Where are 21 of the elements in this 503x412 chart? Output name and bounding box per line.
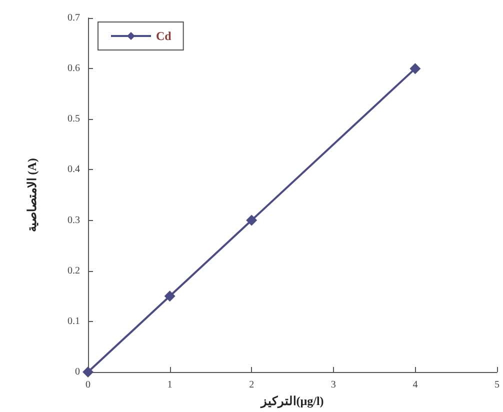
x-tick-label: 4 <box>412 380 418 390</box>
y-tick-label: 0.5 <box>68 114 80 125</box>
point <box>82 366 94 378</box>
y-tick-label: 0.7 <box>68 12 80 24</box>
x-tick-label: 3 <box>330 380 336 390</box>
y-tick-label: 0.2 <box>68 265 80 276</box>
x-tick-label: 5 <box>494 380 500 390</box>
y-tick-label: 0.4 <box>68 164 80 176</box>
point <box>410 63 421 74</box>
y-tick-label: 0.6 <box>68 63 80 74</box>
x-axis-title: التركيز(µg/l) <box>260 394 324 409</box>
y-tick-label: 0.3 <box>68 214 80 226</box>
x-tick-label: 2 <box>249 380 254 390</box>
y-tick-label: 0 <box>75 366 80 378</box>
legend-label: Cd <box>156 29 172 43</box>
x-tick-label: 1 <box>167 380 172 390</box>
point <box>246 214 258 226</box>
y-axis-title: الامتصاصية (A) <box>25 158 39 232</box>
y-tick-label: 0.1 <box>68 316 80 327</box>
x-tick-label: 0 <box>86 380 90 390</box>
point <box>164 290 176 302</box>
